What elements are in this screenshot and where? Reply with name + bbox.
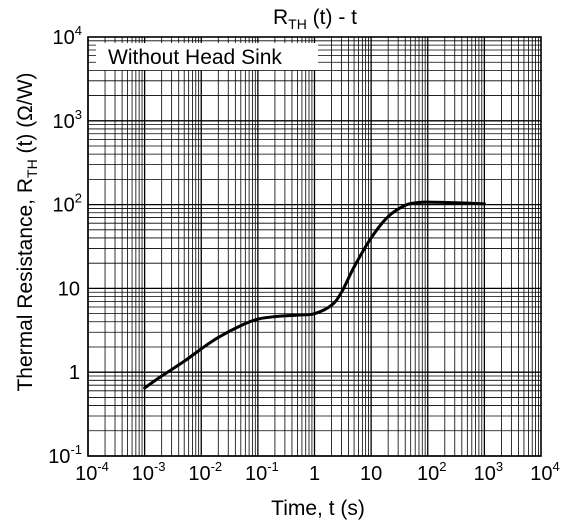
- y-tick-label-base: 1: [69, 362, 80, 384]
- y-tick-label-exponent: -1: [70, 442, 82, 457]
- y-tick-label-base: 10: [53, 195, 75, 217]
- chart-title-rest: (t) - t: [307, 6, 357, 29]
- y-axis-label-subscript: TH: [24, 159, 40, 178]
- x-tick-label-exponent: 4: [553, 459, 560, 474]
- annotation: Without Head Sink: [96, 43, 318, 70]
- y-tick-label-exponent: 4: [75, 23, 82, 38]
- x-tick-label: 104: [530, 459, 559, 485]
- y-tick-label: 10: [58, 278, 80, 300]
- x-tick-label-base: 10: [417, 463, 439, 485]
- x-tick-label: 10-4: [75, 459, 109, 485]
- x-tick-label-exponent: 2: [439, 459, 446, 474]
- plot-frame: [87, 36, 542, 457]
- x-tick-label: 1: [309, 463, 320, 485]
- y-axis-label-rest: (t) (Ω/W): [14, 72, 37, 159]
- y-axis-label: Thermal Resistance, RTH (t) (Ω/W): [14, 72, 40, 391]
- chart-title-main: R: [273, 6, 288, 29]
- y-tick-label-base: 10: [53, 27, 75, 49]
- x-tick-label-exponent: -3: [154, 459, 166, 474]
- x-tick-label-exponent: -2: [211, 459, 223, 474]
- x-tick-label-base: 1: [309, 463, 320, 485]
- y-tick-label-base: 10: [48, 446, 70, 468]
- x-tick-label: 103: [474, 459, 503, 485]
- y-tick-label: 1: [69, 362, 80, 384]
- annotation-background: [96, 43, 318, 70]
- y-tick-label-exponent: 3: [75, 107, 82, 122]
- x-tick-label-base: 10: [245, 463, 267, 485]
- y-axis-label-main: Thermal Resistance, R: [14, 178, 37, 392]
- x-tick-label-base: 10: [188, 463, 210, 485]
- series-line: [143, 200, 486, 390]
- chart-title-subscript: TH: [288, 16, 307, 32]
- x-tick-label-exponent: -1: [267, 459, 279, 474]
- x-tick-label-base: 10: [474, 463, 496, 485]
- x-tick-label: 10: [360, 463, 382, 485]
- x-tick-label-exponent: -4: [97, 459, 109, 474]
- x-tick-label-base: 10: [360, 463, 382, 485]
- y-tick-label: 10-1: [48, 442, 82, 468]
- x-tick-labels: 10-4 10-3 10-2 10-1 1 10 102 103 104: [75, 459, 560, 485]
- grid-lines: [87, 37, 541, 457]
- y-tick-label-exponent: 2: [75, 191, 82, 206]
- x-tick-label-base: 10: [75, 463, 97, 485]
- x-tick-label: 10-1: [245, 459, 279, 485]
- x-tick-label-base: 10: [530, 463, 552, 485]
- x-tick-label-base: 10: [132, 463, 154, 485]
- x-tick-label-exponent: 3: [496, 459, 503, 474]
- y-tick-label-base: 10: [53, 111, 75, 133]
- x-tick-label: 10-3: [132, 459, 166, 485]
- x-axis-label: Time, t (s): [271, 497, 365, 520]
- x-tick-label: 10-2: [188, 459, 222, 485]
- y-tick-label: 104: [53, 23, 82, 49]
- annotation-text: Without Head Sink: [108, 46, 282, 69]
- chart-title: RTH (t) - t: [273, 6, 357, 32]
- y-tick-label-base: 10: [58, 278, 80, 300]
- y-tick-label: 103: [53, 107, 82, 133]
- x-tick-label: 102: [417, 459, 446, 485]
- y-tick-label: 102: [53, 191, 82, 217]
